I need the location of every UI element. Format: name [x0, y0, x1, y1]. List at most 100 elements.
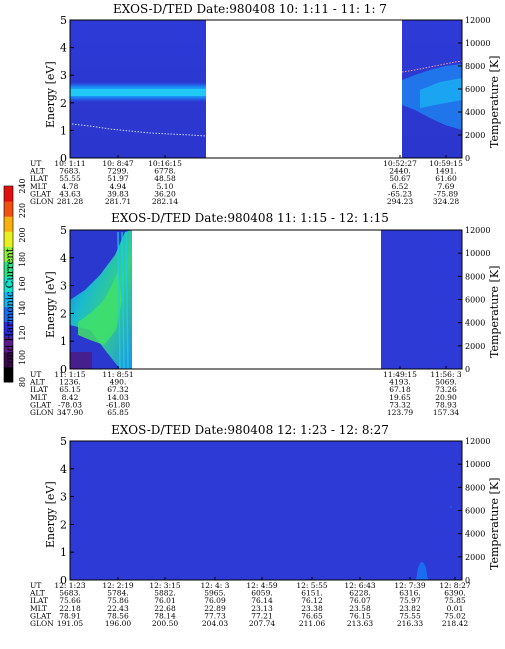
orbit-cell: 5.10 — [157, 182, 174, 191]
orbit-cell: 12: 8:27 — [439, 581, 471, 590]
orbit-cell: 218.42 — [442, 619, 468, 628]
orbit-cell: 0.01 — [447, 604, 464, 613]
orbit-cell: 23.58 — [349, 604, 371, 613]
colorbar-label: Second Harmonic Current — [5, 248, 16, 382]
orbit-row-label: GLAT — [30, 400, 51, 409]
orbit-cell: 1236. — [59, 378, 80, 387]
panel-3-spot — [416, 562, 428, 580]
orbit-cell: 11: 8:51 — [102, 370, 133, 379]
y-right-tick-label: 6000 — [465, 296, 485, 305]
panel-1: EXOS-D/TED Date:980408 10: 1:11 - 11: 1:… — [29, 2, 501, 206]
colorbar-swatch — [4, 366, 13, 383]
orbit-cell: -61.80 — [106, 400, 130, 409]
panel-3-ylabel: Energy [eV] — [44, 481, 57, 548]
orbit-cell: 75.85 — [444, 596, 466, 605]
orbit-cell: -78.03 — [58, 400, 82, 409]
orbit-cell: 76.15 — [349, 611, 371, 620]
orbit-cell: 213.63 — [347, 619, 373, 628]
panel-1-right-burst-core — [420, 78, 462, 108]
orbit-row-label: GLON — [30, 408, 54, 417]
orbit-row-label: ALT — [29, 167, 45, 176]
orbit-row-label: MLT — [30, 393, 47, 402]
orbit-cell: 7299. — [107, 167, 128, 176]
orbit-cell: 5882. — [154, 589, 175, 598]
orbit-cell: 4.78 — [62, 182, 79, 191]
panel-2-ylabel-right: Temperature [K] — [488, 266, 501, 358]
y-right-tick-label: 4000 — [465, 319, 485, 328]
orbit-cell: 76.14 — [251, 596, 273, 605]
orbit-cell: 6151. — [301, 589, 322, 598]
orbit-cell: 75.97 — [399, 596, 421, 605]
orbit-cell: 12: 1:23 — [54, 581, 86, 590]
colorbar-tick-label: 120 — [18, 325, 27, 340]
orbit-cell: 78.56 — [107, 611, 129, 620]
colorbar-swatch — [4, 231, 13, 247]
y-tick-label: 4 — [60, 42, 67, 55]
orbit-cell: 48.58 — [154, 174, 176, 183]
orbit-cell: 6228. — [349, 589, 370, 598]
panel-2-low-patch — [70, 352, 92, 369]
y-tick-label: 3 — [60, 491, 67, 504]
y-right-tick-label: 4000 — [465, 108, 485, 117]
orbit-cell: 76.01 — [154, 596, 175, 605]
orbit-cell: 75.86 — [107, 596, 129, 605]
panel-2-streaks — [117, 231, 129, 370]
y-right-tick-label: 8000 — [465, 272, 485, 281]
orbit-cell: 43.63 — [59, 189, 81, 198]
y-tick-label: 4 — [60, 463, 67, 476]
y-right-tick-label: 4000 — [465, 530, 485, 539]
y-tick-label: 0 — [60, 363, 67, 376]
panel-2: EXOS-D/TED Date:980408 11: 1:15 - 12: 1:… — [29, 211, 501, 417]
orbit-cell: 22.89 — [204, 604, 226, 613]
y-tick-label: 0 — [60, 152, 67, 165]
orbit-cell: -65.23 — [388, 189, 412, 198]
orbit-cell: 211.06 — [299, 619, 325, 628]
y-tick-label: 1 — [60, 124, 67, 137]
orbit-cell: 5069. — [435, 378, 456, 387]
orbit-cell: 490. — [110, 378, 127, 387]
orbit-row-label: ILAT — [30, 174, 48, 183]
y-tick-label: 2 — [60, 518, 67, 531]
y-tick-label: 2 — [60, 307, 67, 320]
orbit-cell: 23.13 — [251, 604, 273, 613]
y-right-tick-label: 10000 — [465, 39, 490, 48]
y-right-tick-label: 0 — [465, 365, 470, 374]
orbit-cell: 207.74 — [249, 619, 275, 628]
y-right-tick-label: 12000 — [465, 437, 490, 446]
colorbar-tick-label: 160 — [18, 276, 27, 291]
y-tick-label: 1 — [60, 546, 67, 559]
orbit-cell: 6778. — [154, 167, 175, 176]
orbit-cell: 6.52 — [392, 182, 409, 191]
orbit-cell: 77.73 — [204, 611, 226, 620]
y-right-tick-label: 8000 — [465, 62, 485, 71]
orbit-cell: 19.65 — [389, 393, 411, 402]
y-right-tick-label: 2000 — [465, 131, 485, 140]
panel-3: EXOS-D/TED Date:980408 12: 1:23 - 12: 8:… — [29, 423, 501, 628]
colorbar-swatch — [4, 336, 13, 353]
orbit-cell: 324.28 — [433, 197, 459, 206]
orbit-row-label: UT — [30, 370, 41, 379]
orbit-row-label: MLT — [30, 182, 47, 191]
colorbar-swatch — [4, 186, 13, 202]
panel-2-title: EXOS-D/TED Date:980408 11: 1:15 - 12: 1:… — [111, 211, 389, 225]
orbit-cell: 12: 6:43 — [344, 581, 376, 590]
panel-3-title: EXOS-D/TED Date:980408 12: 1:23 - 12: 8:… — [111, 423, 389, 437]
orbit-cell: 65.15 — [59, 385, 81, 394]
orbit-cell: 75.55 — [399, 611, 421, 620]
orbit-cell: 7.69 — [438, 182, 455, 191]
orbit-cell: 65.85 — [107, 408, 129, 417]
orbit-cell: 14.03 — [107, 393, 129, 402]
panel-1-ylabel-right: Temperature [K] — [488, 56, 501, 148]
orbit-row-label: UT — [30, 159, 41, 168]
orbit-row-label: GLON — [30, 619, 54, 628]
panel-1-ylabel: Energy [eV] — [44, 61, 57, 128]
orbit-cell: 76.09 — [204, 596, 226, 605]
panel-2-ylabel: Energy [eV] — [44, 271, 57, 338]
y-tick-label: 1 — [60, 335, 67, 348]
orbit-cell: 10:52:27 — [383, 159, 417, 168]
orbit-cell: 39.83 — [107, 189, 129, 198]
orbit-cell: 5965. — [204, 589, 225, 598]
panel-3-ylabel-right: Temperature [K] — [488, 478, 501, 570]
orbit-cell: 281.28 — [57, 197, 83, 206]
colorbar-swatch — [4, 276, 13, 293]
